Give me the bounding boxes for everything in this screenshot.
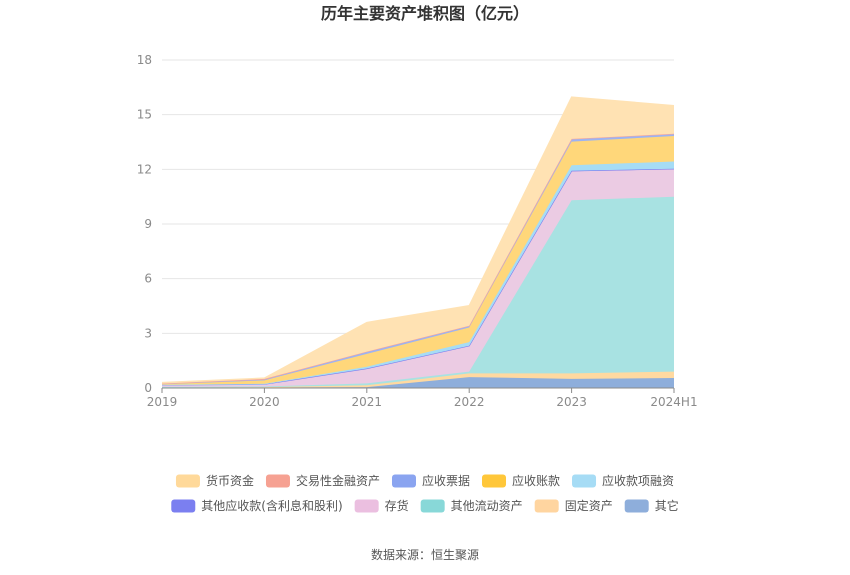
y-tick-label: 6 <box>144 272 152 286</box>
y-tick-label: 3 <box>144 326 152 340</box>
legend-item[interactable]: 固定资产 <box>534 498 613 513</box>
legend-label: 货币资金 <box>206 473 254 488</box>
legend-swatch <box>391 474 416 488</box>
legend-swatch <box>171 499 196 513</box>
legend-label: 交易性金融资产 <box>296 473 380 488</box>
legend-item[interactable]: 其他应收款(含利息和股利) <box>171 498 343 513</box>
x-tick-label: 2024H1 <box>650 395 697 409</box>
y-tick-label: 18 <box>137 53 152 67</box>
stacked-areas <box>161 96 675 389</box>
y-tick-label: 15 <box>137 108 152 122</box>
area-series <box>162 97 674 384</box>
x-tick-label: 2019 <box>147 395 178 409</box>
x-tick-label: 2022 <box>454 395 485 409</box>
legend-label: 应收账款 <box>512 473 560 488</box>
x-tick-label: 2023 <box>556 395 587 409</box>
x-tick-label: 2021 <box>352 395 383 409</box>
data-source: 数据来源：恒生聚源 <box>371 547 479 562</box>
legend-swatch <box>265 474 290 488</box>
legend-label: 应收款项融资 <box>602 473 674 488</box>
legend-label: 存货 <box>385 498 409 513</box>
legend-label: 其它 <box>655 498 679 513</box>
legend-label: 其他流动资产 <box>451 499 523 513</box>
legend-label: 应收票据 <box>422 473 470 488</box>
legend-swatch <box>354 499 379 513</box>
legend-swatch <box>572 474 597 488</box>
x-axis: 2019 2020 2021 2022 2023 2024H1 <box>147 387 698 409</box>
legend-item[interactable]: 应收账款 <box>482 473 560 488</box>
legend-item[interactable]: 其它 <box>624 498 679 513</box>
legend-item[interactable]: 应收票据 <box>391 473 470 488</box>
legend-label: 固定资产 <box>565 498 613 513</box>
y-tick-label: 9 <box>144 217 152 231</box>
x-tick-label: 2020 <box>249 395 280 409</box>
legend-label: 其他应收款(含利息和股利) <box>201 498 342 513</box>
legend-item[interactable]: 货币资金 <box>175 473 254 488</box>
y-axis: 0 3 6 9 12 15 18 <box>137 53 152 395</box>
legend-swatch <box>175 474 200 488</box>
y-tick-label: 0 <box>144 381 152 395</box>
legend-item[interactable]: 其他流动资产 <box>420 499 523 513</box>
legend-item[interactable]: 交易性金融资产 <box>265 473 380 488</box>
area-series <box>162 196 674 388</box>
legend-swatch <box>624 499 649 513</box>
y-tick-label: 12 <box>137 162 152 176</box>
legend-swatch <box>420 499 445 513</box>
area-series-line <box>161 96 675 384</box>
legend-item[interactable]: 应收款项融资 <box>572 473 674 488</box>
grid <box>162 59 674 389</box>
area-series <box>162 136 674 385</box>
chart-title: 历年主要资产堆积图（亿元） <box>321 4 529 23</box>
legend-item[interactable]: 存货 <box>354 498 409 513</box>
area-series <box>162 169 674 387</box>
legend-swatch <box>534 499 559 513</box>
legend-swatch <box>482 474 507 488</box>
